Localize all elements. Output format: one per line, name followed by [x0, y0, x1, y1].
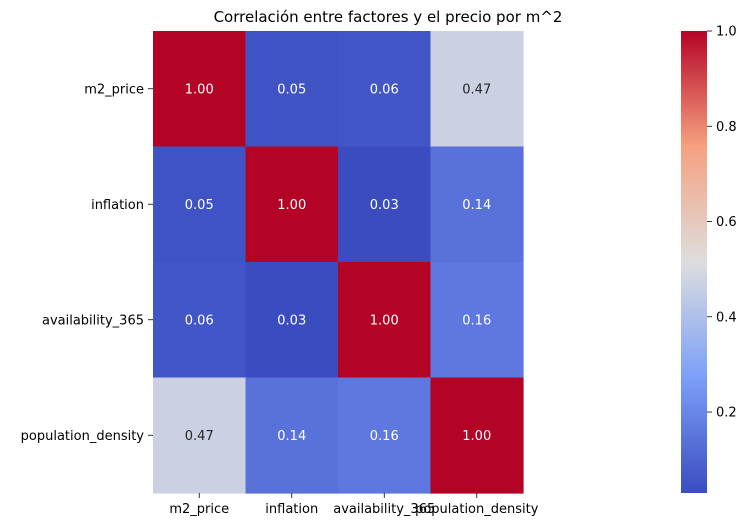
- chart-title: Correlación entre factores y el precio p…: [214, 8, 563, 26]
- cell-annotation-3-0: 0.47: [185, 429, 214, 444]
- cell-annotation-1-0: 0.05: [185, 198, 214, 213]
- x-axis: m2_price inflation availability_365populat…: [169, 493, 539, 517]
- heatmap-cell-1-1: [245, 146, 339, 263]
- cell-annotation-1-3: 0.14: [462, 198, 491, 213]
- heatmap-cell-3-3: [430, 377, 524, 494]
- cell-annotation-0-3: 0.47: [462, 82, 491, 97]
- heatmap-cell-1-0: [153, 146, 247, 263]
- colorbar: 0.2 0.4 0.6 0.8 1.0: [681, 25, 737, 493]
- heatmap-cell-3-2: [338, 377, 432, 494]
- cell-annotation-3-3: 1.00: [462, 429, 491, 444]
- x-tick-label-0: m2_price: [169, 502, 229, 517]
- heatmap-cell-2-0: [153, 262, 247, 379]
- x-tick-label-2: availability_365: [333, 502, 435, 517]
- cell-annotation-2-1: 0.03: [277, 313, 306, 328]
- cell-annotation-0-2: 0.06: [370, 82, 399, 97]
- y-tick-label-0: m2_price: [84, 82, 144, 97]
- y-axis: m2_price inflation availability_365populat…: [21, 82, 153, 444]
- heatmap-cell-0-1: [245, 31, 339, 148]
- heatmap-cell-1-3: [430, 146, 524, 263]
- heatmap-cells: [153, 31, 524, 494]
- cell-annotation-2-2: 1.00: [370, 313, 399, 328]
- colorbar-gradient: [681, 31, 707, 493]
- colorbar-tick-label-0: 0.2: [716, 406, 737, 421]
- colorbar-tick-label-4: 1.0: [716, 25, 737, 40]
- heatmap-cell-2-3: [430, 262, 524, 379]
- cell-annotation-2-0: 0.06: [185, 313, 214, 328]
- colorbar-tick-label-2: 0.6: [716, 215, 737, 230]
- cell-annotation-0-0: 1.00: [185, 82, 214, 97]
- x-tick-label-1: inflation: [265, 502, 318, 517]
- cell-annotation-0-1: 0.05: [277, 82, 306, 97]
- colorbar-tick-label-1: 0.4: [716, 310, 737, 325]
- heatmap-cell-1-2: [338, 146, 432, 263]
- heatmap-cell-2-2: [338, 262, 432, 379]
- y-tick-label-1: inflation: [91, 198, 144, 213]
- cell-annotation-1-2: 0.03: [370, 198, 399, 213]
- heatmap-cell-0-3: [430, 31, 524, 148]
- colorbar-tick-label-3: 0.8: [716, 120, 737, 135]
- heatmap-annotations: 1.00 0.05 0.06 0.47 0.05 1.00 0.03 0.14 0.06 0.03…: [185, 82, 491, 444]
- cell-annotation-1-1: 1.00: [277, 198, 306, 213]
- heatmap-cell-0-0: [153, 31, 247, 148]
- x-tick-label-3: population_density: [415, 502, 539, 517]
- cell-annotation-3-1: 0.14: [277, 429, 306, 444]
- cell-annotation-3-2: 0.16: [370, 429, 399, 444]
- y-tick-label-3: population_density: [21, 429, 145, 444]
- heatmap-cell-2-1: [245, 262, 339, 379]
- y-tick-label-2: availability_365: [42, 313, 144, 328]
- cell-annotation-2-3: 0.16: [462, 313, 491, 328]
- heatmap-cell-0-2: [338, 31, 432, 148]
- heatmap-cell-3-1: [245, 377, 339, 494]
- heatmap-cell-3-0: [153, 377, 247, 494]
